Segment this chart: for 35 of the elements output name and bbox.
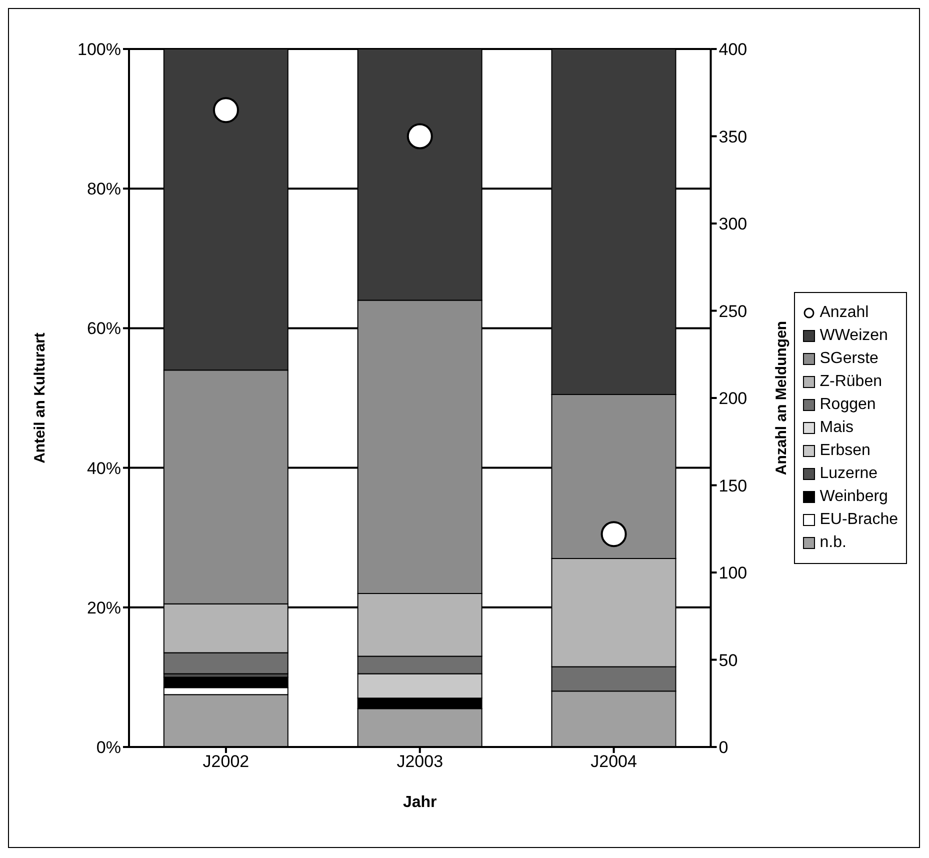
y-tick-label: 80% (86, 180, 121, 199)
point (600, 521, 627, 548)
y2-tick-label: 250 (718, 302, 748, 321)
legend-label: SGerste (820, 350, 878, 368)
point (406, 123, 433, 150)
legend-label: Erbsen (820, 442, 870, 460)
legend-label: Mais (820, 419, 854, 437)
x-tick-label: J2002 (202, 752, 250, 772)
y-tick-label: 0% (96, 738, 121, 758)
y2-tick-label: 200 (718, 389, 748, 408)
legend-label: WWeizen (820, 327, 888, 345)
legend-label: n.b. (820, 534, 846, 552)
y-tick-label: 60% (86, 319, 121, 338)
x-tick-label: J2004 (590, 752, 637, 772)
y-tick-label: 40% (86, 458, 121, 478)
legend-label: EU-Brache (820, 511, 898, 529)
y2-tick-label: 150 (718, 476, 748, 496)
y-tick-label: 20% (86, 598, 121, 618)
legend-label: Z-Rüben (820, 373, 882, 391)
x-axis-title: Jahr (402, 794, 437, 811)
y2-tick-label: 100 (718, 564, 748, 583)
legend-label: Weinberg (820, 488, 888, 506)
y2-axis-title: Anzahl an Meldungen (773, 320, 790, 476)
y2-tick-label: 400 (718, 40, 748, 60)
y-tick-label: 100% (78, 40, 121, 60)
y-axis-title: Anteil an Kulturart (31, 332, 48, 464)
x-tick-label: J2003 (396, 752, 444, 772)
y2-tick-label: 350 (718, 127, 748, 146)
legend-label: Roggen (820, 396, 876, 414)
legend-label: Anzahl (820, 304, 869, 322)
point (212, 97, 239, 124)
y2-tick-label: 0 (718, 738, 728, 758)
y2-tick-label: 50 (718, 650, 738, 670)
legend-label: Luzerne (820, 465, 878, 483)
y2-tick-label: 300 (718, 214, 748, 234)
